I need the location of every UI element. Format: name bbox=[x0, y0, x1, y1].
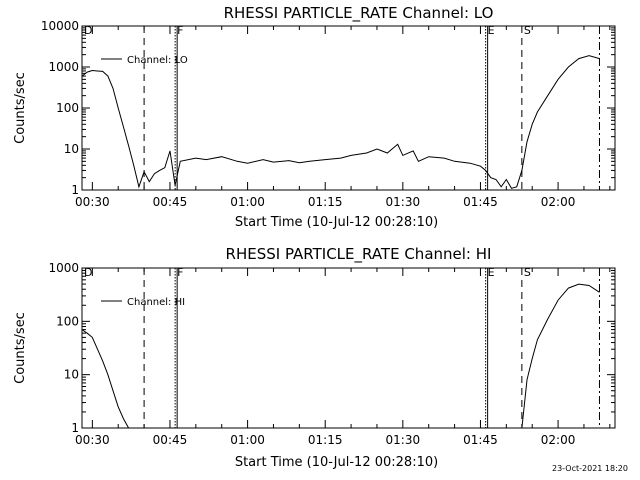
chart-title: RHESSI PARTICLE_RATE Channel: HI bbox=[226, 245, 492, 264]
plot-frame bbox=[81, 25, 616, 191]
x-axis-label: Start Time (10-Jul-12 00:28:10) bbox=[235, 215, 438, 230]
x-tick-label: 00:45 bbox=[153, 433, 188, 447]
y-axis-label: Counts/sec bbox=[13, 72, 28, 144]
x-tick-label: 00:45 bbox=[153, 195, 188, 209]
x-tick-label: 00:30 bbox=[75, 195, 110, 209]
chart-2: RHESSI PARTICLE_RATE Channel: HI 1 10 100 10… bbox=[13, 245, 616, 470]
x-tick-label: 00:30 bbox=[75, 433, 110, 447]
event-marker-label: E bbox=[488, 266, 495, 279]
event-marker-label: D bbox=[84, 266, 92, 279]
y-tick-label: 10 bbox=[64, 368, 79, 382]
x-tick-label: 02:00 bbox=[541, 195, 576, 209]
legend-label: Channel: LO bbox=[127, 55, 188, 66]
y-tick-label: 10 bbox=[64, 142, 79, 156]
plot-frame bbox=[81, 267, 616, 429]
y-tick-label: 1000 bbox=[48, 60, 79, 74]
x-tick-label: 01:15 bbox=[308, 433, 343, 447]
x-tick-label: 01:30 bbox=[386, 433, 421, 447]
series-line-2 bbox=[521, 283, 600, 429]
series-line-1 bbox=[81, 55, 600, 189]
legend-label: Channel: HI bbox=[127, 297, 185, 308]
event-marker-label: S bbox=[524, 266, 531, 279]
x-tick-label: 01:30 bbox=[386, 195, 421, 209]
event-marker-label: S bbox=[524, 24, 531, 37]
chart-title: RHESSI PARTICLE_RATE Channel: LO bbox=[224, 4, 494, 23]
date-stamp: 23-Oct-2021 18:20 bbox=[552, 464, 628, 473]
x-tick-label: 02:00 bbox=[541, 433, 576, 447]
x-tick-label: 01:00 bbox=[230, 433, 265, 447]
x-axis-label: Start Time (10-Jul-12 00:28:10) bbox=[235, 455, 438, 470]
y-tick-label: 10000 bbox=[41, 19, 79, 33]
x-tick-label: 01:45 bbox=[463, 195, 498, 209]
y-tick-label: 1000 bbox=[48, 261, 79, 275]
event-marker-label: D bbox=[84, 24, 92, 37]
chart-1: RHESSI PARTICLE_RATE Channel: LO 1 10 100 10… bbox=[13, 4, 616, 230]
y-tick-label: 1 bbox=[71, 183, 79, 197]
x-tick-label: 01:00 bbox=[230, 195, 265, 209]
x-tick-label: 01:45 bbox=[463, 433, 498, 447]
y-tick-label: 100 bbox=[56, 101, 79, 115]
event-marker-label: E bbox=[488, 24, 495, 37]
x-tick-label: 01:15 bbox=[308, 195, 343, 209]
series-line-1 bbox=[81, 329, 130, 429]
event-marker-label: F bbox=[177, 266, 183, 279]
y-tick-label: 1 bbox=[71, 421, 79, 435]
event-marker-label: F bbox=[177, 24, 183, 37]
y-tick-label: 100 bbox=[56, 314, 79, 328]
y-axis-label: Counts/sec bbox=[13, 312, 28, 384]
